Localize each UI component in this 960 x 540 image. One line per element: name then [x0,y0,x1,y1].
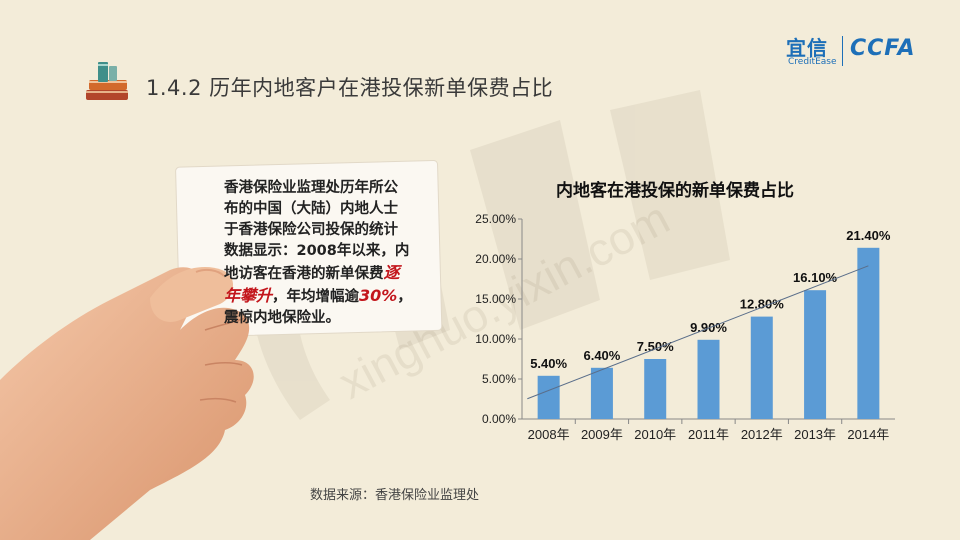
chart-svg: 0.00% 5.00% 10.00% 15.00% 20.00% 25.00% 5.40% 2… [475,212,895,442]
stacked-books-icon [86,62,128,100]
data-label: 5.40% [530,356,567,371]
card-text-segment: 地访客在香港的新单保费 [224,266,384,282]
data-label: 7.50% [637,339,674,354]
card-text-segment: ，年均增幅逾 [272,289,360,305]
x-tick-label: 2008年 [528,427,570,442]
x-tick-label: 2010年 [634,427,676,442]
y-tick-label: 15.00% [475,292,516,306]
bar [804,290,827,419]
x-tick-label: 2012年 [741,427,783,442]
y-tick-label: 5.00% [482,372,516,386]
card-text-segment: ， [397,289,412,305]
y-tick-label: 0.00% [482,412,516,426]
card-line: 数据显示：2008年以来，内 [224,243,410,259]
card-highlight: 年攀升 [224,286,273,305]
trendline [527,265,869,400]
data-label: 16.10% [793,270,838,285]
creditease-logo: 宜信 CreditEase CCFA [786,32,936,72]
card-line: 于香港保险公司投保的统计 [224,222,398,238]
card-line: 震惊内地保险业。 [224,310,340,326]
x-tick-label: 2014年 [847,427,889,442]
x-tick-label: 2013年 [794,427,836,442]
data-source: 数据来源：香港保险业监理处 [310,488,480,503]
logo-mark: CCFA [850,36,916,61]
logo-cn: 宜信 [786,36,828,60]
bar [750,316,773,419]
x-tick-label: 2011年 [688,427,729,442]
y-tick-label: 20.00% [475,252,516,266]
note-card [175,159,443,338]
card-line: 香港保险业监理处历年所公 [224,180,398,196]
y-tick-label: 10.00% [475,332,516,346]
bar [857,247,880,419]
data-label: 6.40% [583,348,620,363]
logo-en: CreditEase [788,57,837,67]
bar-chart: 内地客在港投保的新单保费占比 0.00% 5.00% 10.00% 15.00% 20.… [470,176,910,456]
data-label: 21.40% [846,228,891,243]
data-label: 12.80% [740,297,785,312]
bar [537,375,560,419]
page-title: 1.4.2 历年内地客户在港投保新单保费占比 [146,76,554,100]
card-highlight: 逐 [383,263,400,282]
card-line: 地访客在香港的新单保费逐 [224,262,436,285]
bar [697,339,720,419]
chart-title: 内地客在港投保的新单保费占比 [556,181,794,201]
card-text: 香港保险业监理处历年所公 布的中国（大陆）内地人士 于香港保险公司投保的统计 数… [224,178,436,329]
data-label: 9.90% [690,320,727,335]
y-tick-label: 25.00% [475,212,516,226]
card-line: 布的中国（大陆）内地人士 [224,201,398,217]
bar [590,367,613,419]
bar [644,359,667,419]
card-line: 年攀升，年均增幅逾30%， [224,285,436,308]
x-tick-label: 2009年 [581,427,623,442]
logo-divider [842,36,843,66]
card-highlight: 30% [359,286,398,305]
